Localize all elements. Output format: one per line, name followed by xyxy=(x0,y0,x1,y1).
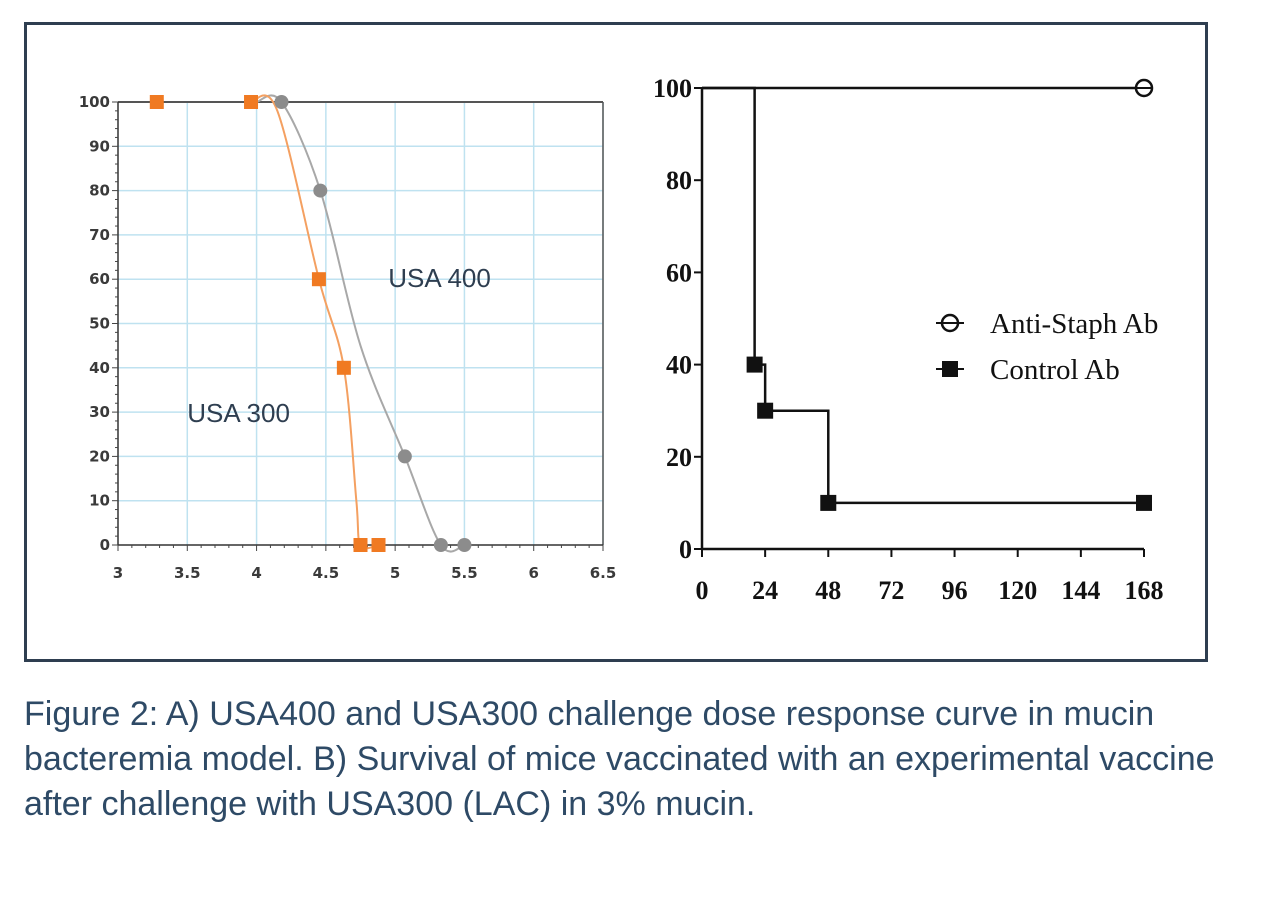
chart-b-x-tick-label: 120 xyxy=(998,576,1037,605)
chart-b-y-tick-label: 80 xyxy=(666,166,692,195)
chart-b-y-tick-label: 100 xyxy=(653,74,692,103)
chart-b-y-tick-label: 0 xyxy=(679,535,692,564)
chart-b-y-tick-label: 20 xyxy=(666,443,692,472)
usa300-point xyxy=(244,95,259,109)
chart-b-y-tick-label: 40 xyxy=(666,351,692,380)
figure-charts: 0 10 20 30 40 50 60 70 80 90 100 3 3.5 4 4.5 5 5.5 6 6.5 US… xyxy=(79,74,1164,605)
usa300-point xyxy=(336,360,351,375)
usa300-curve xyxy=(250,94,379,550)
chart-a-y-tick-label: 20 xyxy=(89,447,110,465)
chart-b-x-tick-label: 168 xyxy=(1125,576,1164,605)
chart-b-x-tick-label: 144 xyxy=(1061,576,1100,605)
chart-b-x-tick-label: 0 xyxy=(696,576,709,605)
chart-a-x-tick-label: 5 xyxy=(390,564,400,582)
chart-a-y-tick-label: 100 xyxy=(79,93,110,111)
chart-a-y-tick-label: 50 xyxy=(89,315,110,333)
chart-a-x-tick-label: 6.5 xyxy=(590,564,617,582)
chart-a: 0 10 20 30 40 50 60 70 80 90 100 3 3.5 4 4.5 5 5.5 6 6.5 US… xyxy=(79,93,617,582)
chart-b: 0 20 40 60 80 100 0 24 48 72 96 120 144 168 Anti-Staph… xyxy=(653,74,1164,605)
usa300-point xyxy=(353,538,368,552)
usa400-point xyxy=(433,538,448,552)
chart-a-x-tick-label: 4.5 xyxy=(313,564,340,582)
usa300-label: USA 300 xyxy=(187,398,290,428)
usa300-point xyxy=(311,272,326,287)
chart-b-x-tick-label: 96 xyxy=(942,576,968,605)
usa400-label: USA 400 xyxy=(388,263,491,293)
usa300-point xyxy=(149,95,164,109)
usa400-point xyxy=(457,538,472,552)
control-line xyxy=(702,86,1144,505)
control-point xyxy=(820,494,837,511)
control-point xyxy=(1136,494,1152,511)
chart-a-x-tick-label: 5.5 xyxy=(451,564,478,582)
chart-a-x-tick-label: 4 xyxy=(251,564,261,582)
usa300-point xyxy=(371,538,386,552)
chart-b-x-tick-label: 48 xyxy=(815,576,841,605)
chart-a-y-tick-label: 70 xyxy=(89,226,110,244)
control-point xyxy=(746,356,763,373)
chart-a-x-tick-label: 3 xyxy=(113,564,123,582)
chart-b-y-tick-label: 60 xyxy=(666,258,692,287)
chart-a-y-tick-label: 80 xyxy=(89,182,110,200)
chart-a-y-tick-label: 0 xyxy=(100,536,110,554)
chart-b-x-tick-label: 72 xyxy=(878,576,904,605)
control-point xyxy=(757,402,774,419)
legend-control-label: Control Ab xyxy=(990,354,1120,386)
figure-caption: Figure 2: A) USA400 and USA300 challenge… xyxy=(24,695,1215,823)
chart-a-y-tick-label: 60 xyxy=(89,270,110,288)
usa400-point xyxy=(313,183,328,198)
legend-anti-staph-label: Anti-Staph Ab xyxy=(990,308,1158,340)
chart-a-x-tick-label: 3.5 xyxy=(174,564,201,582)
chart-a-x-tick-label: 6 xyxy=(528,564,538,582)
figure-frame xyxy=(24,22,1208,662)
usa400-point xyxy=(274,95,289,109)
usa400-point xyxy=(397,449,412,464)
chart-a-y-tick-label: 90 xyxy=(89,137,110,155)
chart-a-y-tick-label: 40 xyxy=(89,359,110,377)
legend-control-marker xyxy=(942,361,958,377)
chart-b-x-tick-label: 24 xyxy=(752,576,778,605)
chart-a-y-tick-label: 10 xyxy=(89,492,110,510)
chart-a-y-tick-label: 30 xyxy=(89,403,110,421)
